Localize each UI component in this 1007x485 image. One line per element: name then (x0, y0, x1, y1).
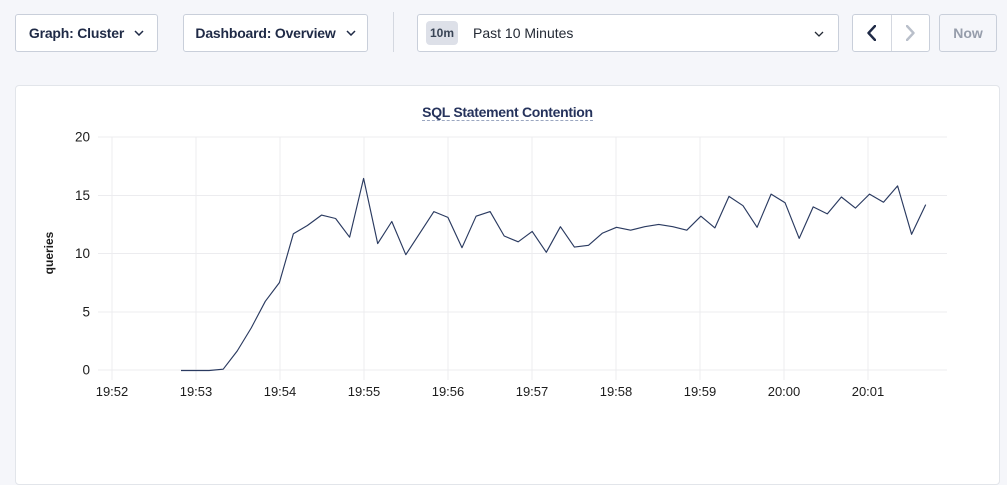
svg-text:19:54: 19:54 (264, 384, 297, 399)
svg-text:15: 15 (75, 188, 90, 203)
svg-text:20:00: 20:00 (768, 384, 801, 399)
svg-text:19:58: 19:58 (600, 384, 633, 399)
svg-text:19:55: 19:55 (348, 384, 381, 399)
svg-text:10: 10 (75, 246, 90, 261)
svg-text:20: 20 (75, 130, 90, 145)
svg-text:0: 0 (82, 363, 90, 378)
svg-text:19:53: 19:53 (180, 384, 213, 399)
svg-text:20:01: 20:01 (852, 384, 885, 399)
svg-text:19:52: 19:52 (96, 384, 129, 399)
svg-text:19:56: 19:56 (432, 384, 465, 399)
svg-text:19:59: 19:59 (684, 384, 717, 399)
svg-text:5: 5 (82, 305, 90, 320)
svg-text:queries: queries (42, 231, 56, 274)
svg-text:19:57: 19:57 (516, 384, 549, 399)
